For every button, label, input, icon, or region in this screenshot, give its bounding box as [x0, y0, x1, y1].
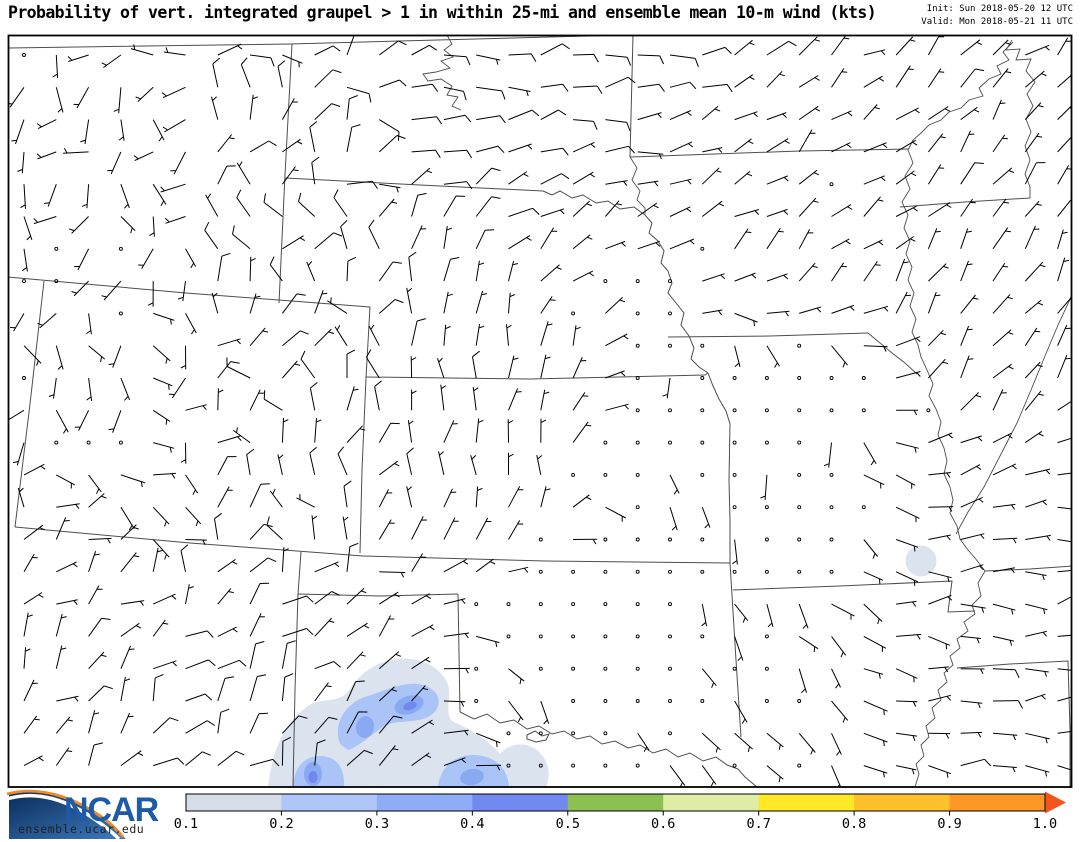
- svg-text:0.9: 0.9: [937, 816, 961, 832]
- run-times: Init: Sun 2018-05-20 12 UTC Valid: Mon 2…: [921, 3, 1073, 29]
- svg-text:0.4: 0.4: [460, 816, 484, 832]
- svg-text:0.2: 0.2: [269, 816, 293, 832]
- colorbar-segments: [186, 794, 1046, 811]
- svg-text:1.0: 1.0: [1033, 816, 1057, 832]
- svg-text:0.3: 0.3: [365, 816, 389, 832]
- ncar-logo-orange-arc: [6, 789, 125, 838]
- ensemble-url-text: ensemble.ucar.edu: [18, 822, 145, 836]
- probability-colorbar: 0.1 0.2 0.3 0.4 0.5 0.6 0.7 0.8 0.9 1.0: [174, 791, 1066, 832]
- ncar-logo: NCAR: [6, 789, 160, 840]
- svg-text:0.8: 0.8: [842, 816, 866, 832]
- map-frame: [7, 34, 1073, 788]
- ncar-logo-white-arc: [6, 793, 121, 840]
- wind-barbs: [9, 36, 1071, 787]
- svg-text:0.1: 0.1: [174, 816, 198, 832]
- init-time-label: Init: Sun 2018-05-20 12 UTC: [926, 4, 1073, 14]
- colorbar-arrow: [1045, 791, 1066, 814]
- svg-text:0.6: 0.6: [651, 816, 675, 832]
- ncar-logo-swoosh: [9, 791, 126, 839]
- colorbar-outline: [185, 793, 1046, 812]
- colorbar-ticks: [280, 811, 951, 816]
- state-borders: [9, 36, 1071, 787]
- svg-text:0.5: 0.5: [556, 816, 580, 832]
- probability-contours: [268, 545, 937, 787]
- valid-time-label: Valid: Mon 2018-05-21 11 UTC: [921, 17, 1073, 27]
- page-title: Probability of vert. integrated graupel …: [8, 3, 877, 22]
- svg-text:0.7: 0.7: [746, 816, 770, 832]
- colorbar-tick-labels: 0.1 0.2 0.3 0.4 0.5 0.6 0.7 0.8 0.9 1.0: [174, 816, 1057, 832]
- ncar-logo-text: NCAR: [64, 791, 159, 829]
